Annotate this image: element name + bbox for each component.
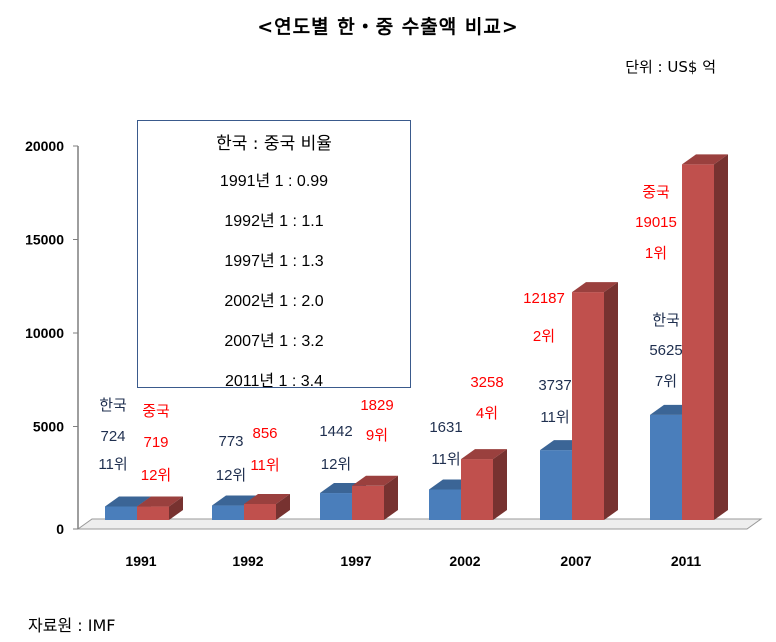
china-value-label: 19015 <box>635 214 677 231</box>
korea-rank-label: 12위 <box>321 456 352 473</box>
korea-bar <box>429 489 461 520</box>
china-rank-label: 4위 <box>476 405 498 422</box>
china-rank-label: 2위 <box>533 328 555 345</box>
ratio-row: 2002년 1 : 2.0 <box>224 293 324 310</box>
y-tick-label: 0 <box>56 521 64 537</box>
china-bar <box>244 503 276 520</box>
korea-bar <box>320 493 352 520</box>
ratio-row: 2011년 1 : 3.4 <box>224 373 324 390</box>
ratio-row: 1997년 1 : 1.3 <box>224 253 324 270</box>
y-tick-label: 10000 <box>25 325 64 341</box>
china-name-label: 중국 <box>642 184 670 201</box>
china-name-label: 중국 <box>142 403 170 420</box>
chart-floor <box>76 518 763 530</box>
korea-rank-label: 12위 <box>216 467 247 484</box>
china-rank-label: 1위 <box>645 245 667 262</box>
china-bar <box>461 459 493 520</box>
x-tick-label: 1997 <box>340 553 371 569</box>
korea-value-label: 3737 <box>538 377 571 394</box>
korea-value-label: 773 <box>218 433 243 450</box>
x-tick-label: 1992 <box>232 553 263 569</box>
y-tick-label: 5000 <box>33 419 64 435</box>
y-tick-label: 15000 <box>25 232 64 248</box>
korea-value-label: 1442 <box>319 423 352 440</box>
china-rank-label: 9위 <box>366 427 388 444</box>
x-tick-label: 2011 <box>671 553 702 569</box>
ratio-box: 한국 : 중국 비율 1991년 1 : 0.99 1992년 1 : 1.1 … <box>137 120 411 390</box>
china-bar-side <box>169 496 183 520</box>
korea-rank-label: 11위 <box>431 451 460 468</box>
china-bar-side <box>384 475 398 520</box>
china-rank-label: 12위 <box>141 467 172 484</box>
china-bar-side <box>493 449 507 520</box>
china-bar <box>572 292 604 520</box>
china-bar <box>682 164 714 520</box>
china-bar-top <box>682 154 728 165</box>
china-bar-top <box>461 449 507 460</box>
korea-name-label: 한국 <box>99 397 127 414</box>
ratio-row: 1992년 1 : 1.1 <box>224 213 324 230</box>
chart-title: <연도별 한・중 수출액 비교> <box>257 16 519 38</box>
korea-value-label: 1631 <box>429 419 462 436</box>
china-value-label: 1829 <box>360 397 393 414</box>
china-bar-side <box>276 493 290 520</box>
korea-rank-label: 11위 <box>98 456 127 473</box>
korea-bar <box>650 414 682 520</box>
x-tick-label: 2002 <box>449 553 480 569</box>
china-value-label: 719 <box>143 434 168 451</box>
china-bar-top <box>572 282 618 293</box>
korea-name-label: 한국 <box>652 312 680 329</box>
china-bar-side <box>604 282 618 520</box>
china-value-label: 12187 <box>523 290 565 307</box>
china-bar-top <box>244 493 290 504</box>
ratio-box-title: 한국 : 중국 비율 <box>216 134 332 154</box>
korea-value-label: 724 <box>100 428 125 445</box>
china-bar <box>137 506 169 520</box>
korea-value-label: 5625 <box>649 342 682 359</box>
korea-bar-top <box>105 496 151 507</box>
china-bar <box>352 485 384 520</box>
korea-bar <box>540 450 572 520</box>
china-bar-top <box>352 475 398 486</box>
x-tick-label: 1991 <box>125 553 156 569</box>
korea-bar <box>212 505 244 520</box>
y-tick-label: 20000 <box>25 138 64 154</box>
china-value-label: 3258 <box>470 374 503 391</box>
ratio-row: 1991년 1 : 0.99 <box>219 173 329 190</box>
china-bar-top <box>137 496 183 507</box>
source-note: 자료원 : IMF <box>28 616 116 635</box>
korea-rank-label: 7위 <box>655 373 677 390</box>
ratio-row: 2007년 1 : 3.2 <box>224 333 324 350</box>
x-tick-label: 2007 <box>560 553 591 569</box>
korea-bar <box>105 506 137 520</box>
china-bar-side <box>714 154 728 520</box>
china-rank-label: 11위 <box>250 457 279 474</box>
unit-label: 단위 : US$ 억 <box>625 58 716 76</box>
china-value-label: 856 <box>252 425 277 442</box>
korea-rank-label: 11위 <box>540 409 569 426</box>
